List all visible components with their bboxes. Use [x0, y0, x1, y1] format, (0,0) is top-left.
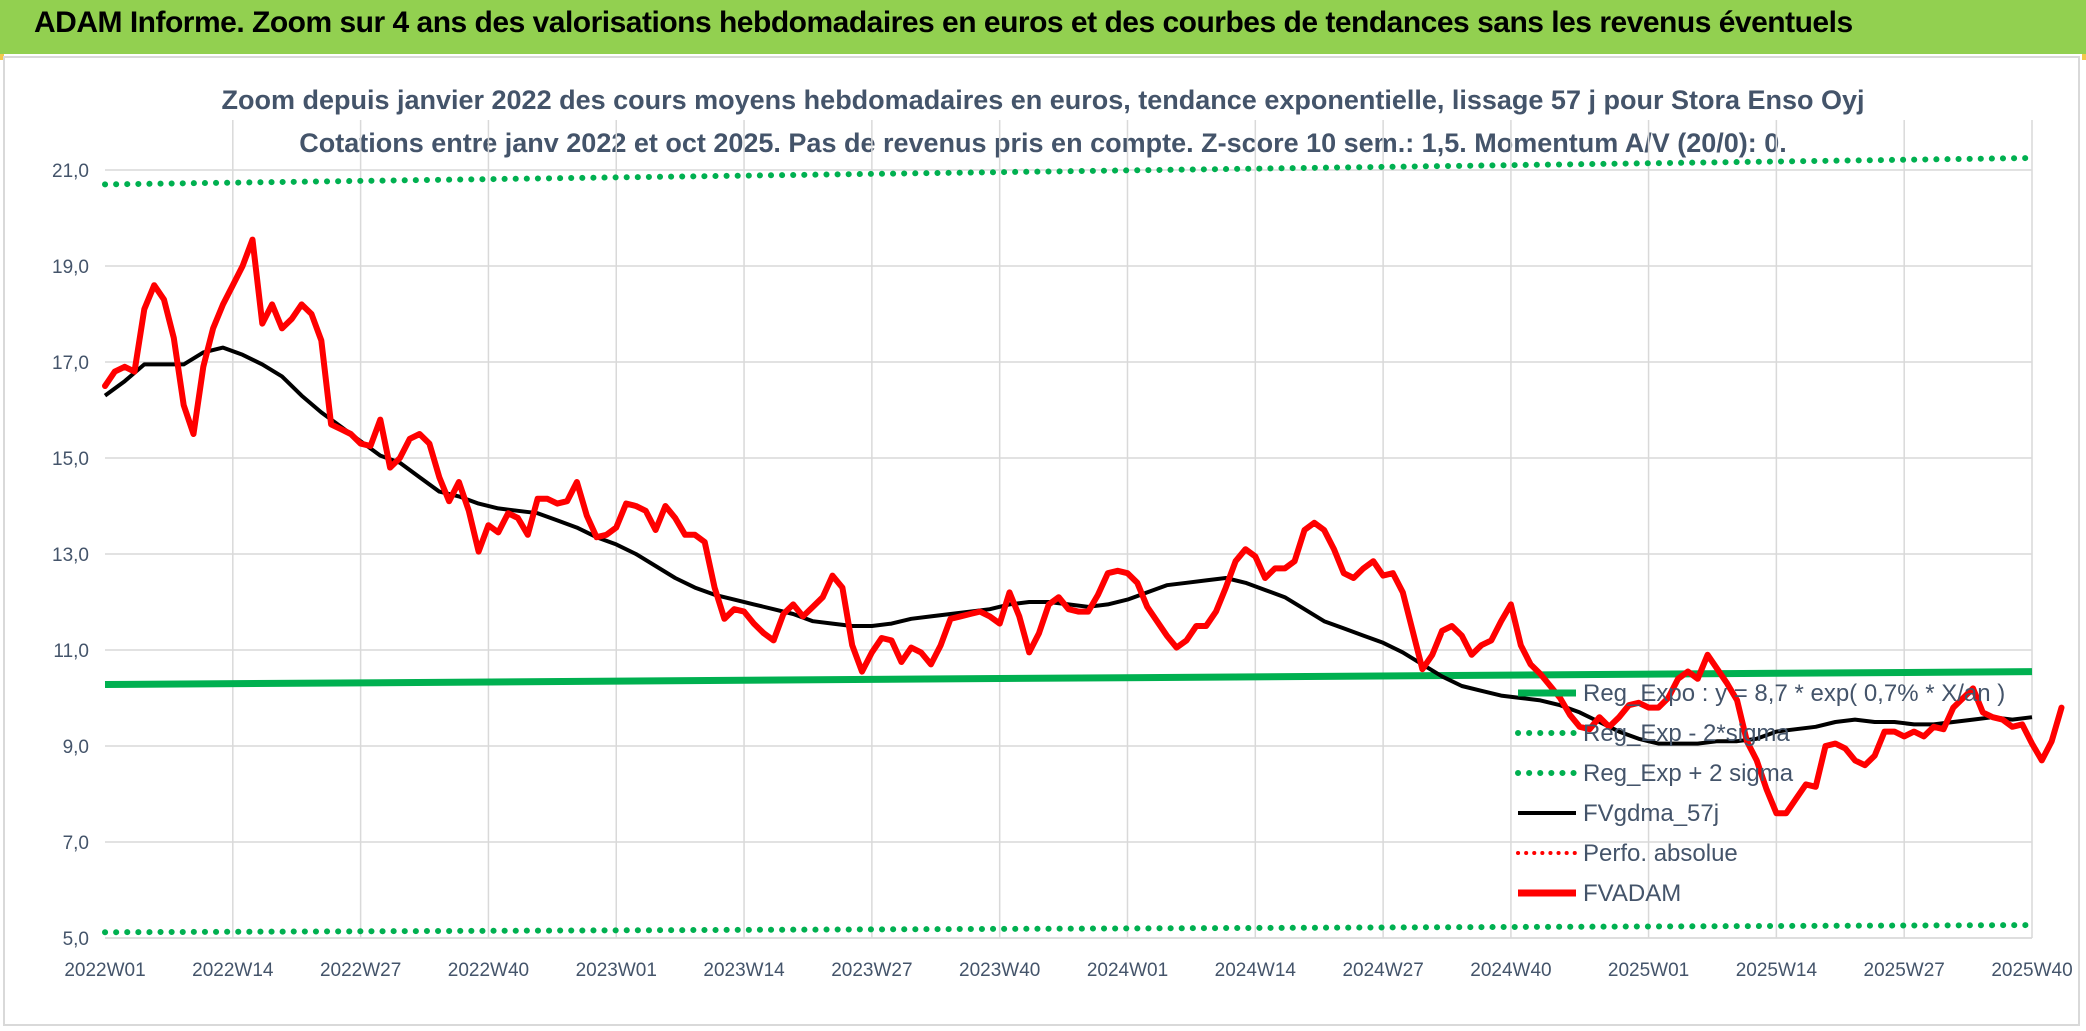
legend-label-reg-exp-plus: Reg_Exp + 2 sigma [1583, 760, 1794, 787]
y-axis-labels: 5,0 7,0 9,0 11,0 13,0 15,0 17,0 19,0 21,0 [52, 161, 89, 950]
banner-corner-left [0, 54, 4, 60]
x-tick-label: 2024W01 [1087, 960, 1168, 981]
x-tick-label: 2025W40 [1991, 960, 2072, 981]
chart-title-line-2: Cotations entre janv 2022 et oct 2025. P… [299, 128, 1787, 158]
legend-label-reg-exp-minus: Reg_Exp - 2*sigma [1583, 720, 1790, 747]
series-reg-exp-minus-2sigma [102, 922, 2035, 936]
series-fvgdma-57j [103, 345, 2033, 746]
x-tick-label: 2025W14 [1736, 960, 1818, 981]
y-tick-label: 15,0 [52, 449, 89, 470]
x-tick-label: 2023W01 [576, 960, 657, 981]
x-tick-label: 2025W27 [1864, 960, 1945, 981]
x-tick-label: 2023W14 [703, 960, 785, 981]
legend: Reg_Expo : y = 8,7 * exp( 0,7% * X/an ) … [1515, 680, 2005, 907]
y-tick-label: 17,0 [52, 353, 89, 374]
grid [105, 120, 2033, 939]
legend-label-reg-expo: Reg_Expo : y = 8,7 * exp( 0,7% * X/an ) [1583, 680, 2005, 707]
series-fvadam [102, 236, 2065, 817]
x-tick-label: 2023W40 [959, 960, 1040, 981]
banner: ADAM Informe. Zoom sur 4 ans des valoris… [0, 0, 2086, 54]
x-tick-label: 2022W27 [320, 960, 401, 981]
legend-label-fvadam: FVADAM [1583, 880, 1681, 907]
y-tick-label: 11,0 [53, 641, 89, 662]
y-tick-label: 5,0 [63, 929, 89, 950]
x-tick-label: 2024W40 [1470, 960, 1551, 981]
x-tick-label: 2023W27 [831, 960, 912, 981]
x-tick-label: 2025W01 [1608, 960, 1689, 981]
legend-label-perfo: Perfo. absolue [1583, 840, 1738, 867]
series-reg-exp-plus-2sigma [102, 155, 2035, 188]
x-tick-label: 2024W14 [1215, 960, 1297, 981]
x-tick-label: 2024W27 [1342, 960, 1423, 981]
banner-corner-right [2082, 54, 2086, 60]
y-tick-label: 7,0 [63, 833, 89, 854]
chart-title-line-1: Zoom depuis janvier 2022 des cours moyen… [221, 85, 1864, 115]
banner-title: ADAM Informe. Zoom sur 4 ans des valoris… [34, 6, 1853, 39]
y-tick-label: 21,0 [52, 161, 89, 182]
chart-frame [3, 56, 2080, 1026]
series-layer [102, 155, 2065, 936]
x-axis-labels: 2022W01 2022W14 2022W27 2022W40 2023W01 2023W… [64, 960, 2072, 981]
series-reg-expo-line [104, 668, 2033, 689]
y-tick-label: 19,0 [52, 257, 89, 278]
x-tick-label: 2022W14 [192, 960, 274, 981]
x-tick-label: 2022W40 [448, 960, 529, 981]
y-tick-label: 13,0 [52, 545, 89, 566]
x-tick-label: 2022W01 [64, 960, 145, 981]
y-tick-label: 9,0 [63, 737, 89, 758]
legend-label-fvgdma: FVgdma_57j [1583, 800, 1719, 827]
